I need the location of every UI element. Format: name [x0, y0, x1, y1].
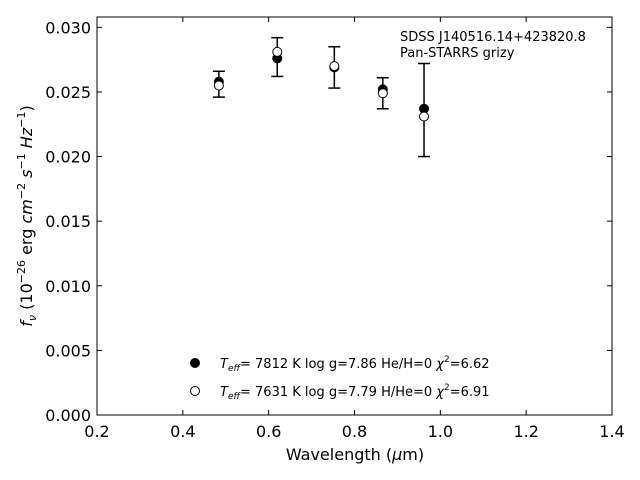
error-bars [212, 36, 431, 158]
y-tick-label: 0.010 [45, 277, 91, 296]
plot-frame [96, 16, 613, 416]
axis-ticks [96, 17, 613, 416]
y-tick-label: 0.015 [45, 212, 91, 231]
x-tick-label: 0.8 [342, 422, 367, 441]
y-tick-label: 0.020 [45, 148, 91, 167]
x-tick-label: 0.2 [84, 422, 109, 441]
x-tick-labels: 0.2 0.4 0.6 0.8 1.0 1.2 1.4 [84, 422, 624, 441]
point-open [419, 111, 430, 122]
y-axis-label: fν (10−26 erg cm−2 s−1 Hz−1) [15, 105, 39, 326]
legend-label-open: Teff= 7631 K log g=7.79 H/He=0 χ2=6.91 [220, 383, 490, 402]
legend-marker-open [190, 386, 200, 396]
y-tick-label: 0.025 [45, 83, 91, 102]
legend-label-filled: Teff= 7812 K log g=7.86 He/H=0 χ2=6.62 [220, 355, 490, 374]
legend-marker-filled [190, 358, 200, 368]
x-tick-label: 1.4 [599, 422, 624, 441]
y-tick-label: 0.030 [45, 18, 91, 37]
point-open [272, 46, 283, 57]
x-tick-label: 0.6 [256, 422, 281, 441]
legend: Teff= 7812 K log g=7.86 He/H=0 χ2=6.62 T… [190, 355, 490, 402]
point-open [377, 88, 388, 99]
y-tick-label: 0.005 [45, 341, 91, 360]
model-points [213, 46, 430, 122]
point-open [329, 61, 340, 72]
y-tick-labels: 0.000 0.005 0.010 0.015 0.020 0.025 0.030 [45, 18, 91, 425]
x-axis-label: Wavelength (μm) [286, 445, 424, 464]
x-tick-label: 1.0 [428, 422, 453, 441]
annotation-line2: Pan-STARRS grizy [400, 46, 515, 61]
x-tick-label: 1.2 [513, 422, 538, 441]
annotation-line1: SDSS J140516.14+423820.8 [400, 30, 586, 45]
x-tick-label: 0.4 [170, 422, 195, 441]
point-open [213, 80, 224, 91]
y-tick-label: 0.000 [45, 406, 91, 425]
